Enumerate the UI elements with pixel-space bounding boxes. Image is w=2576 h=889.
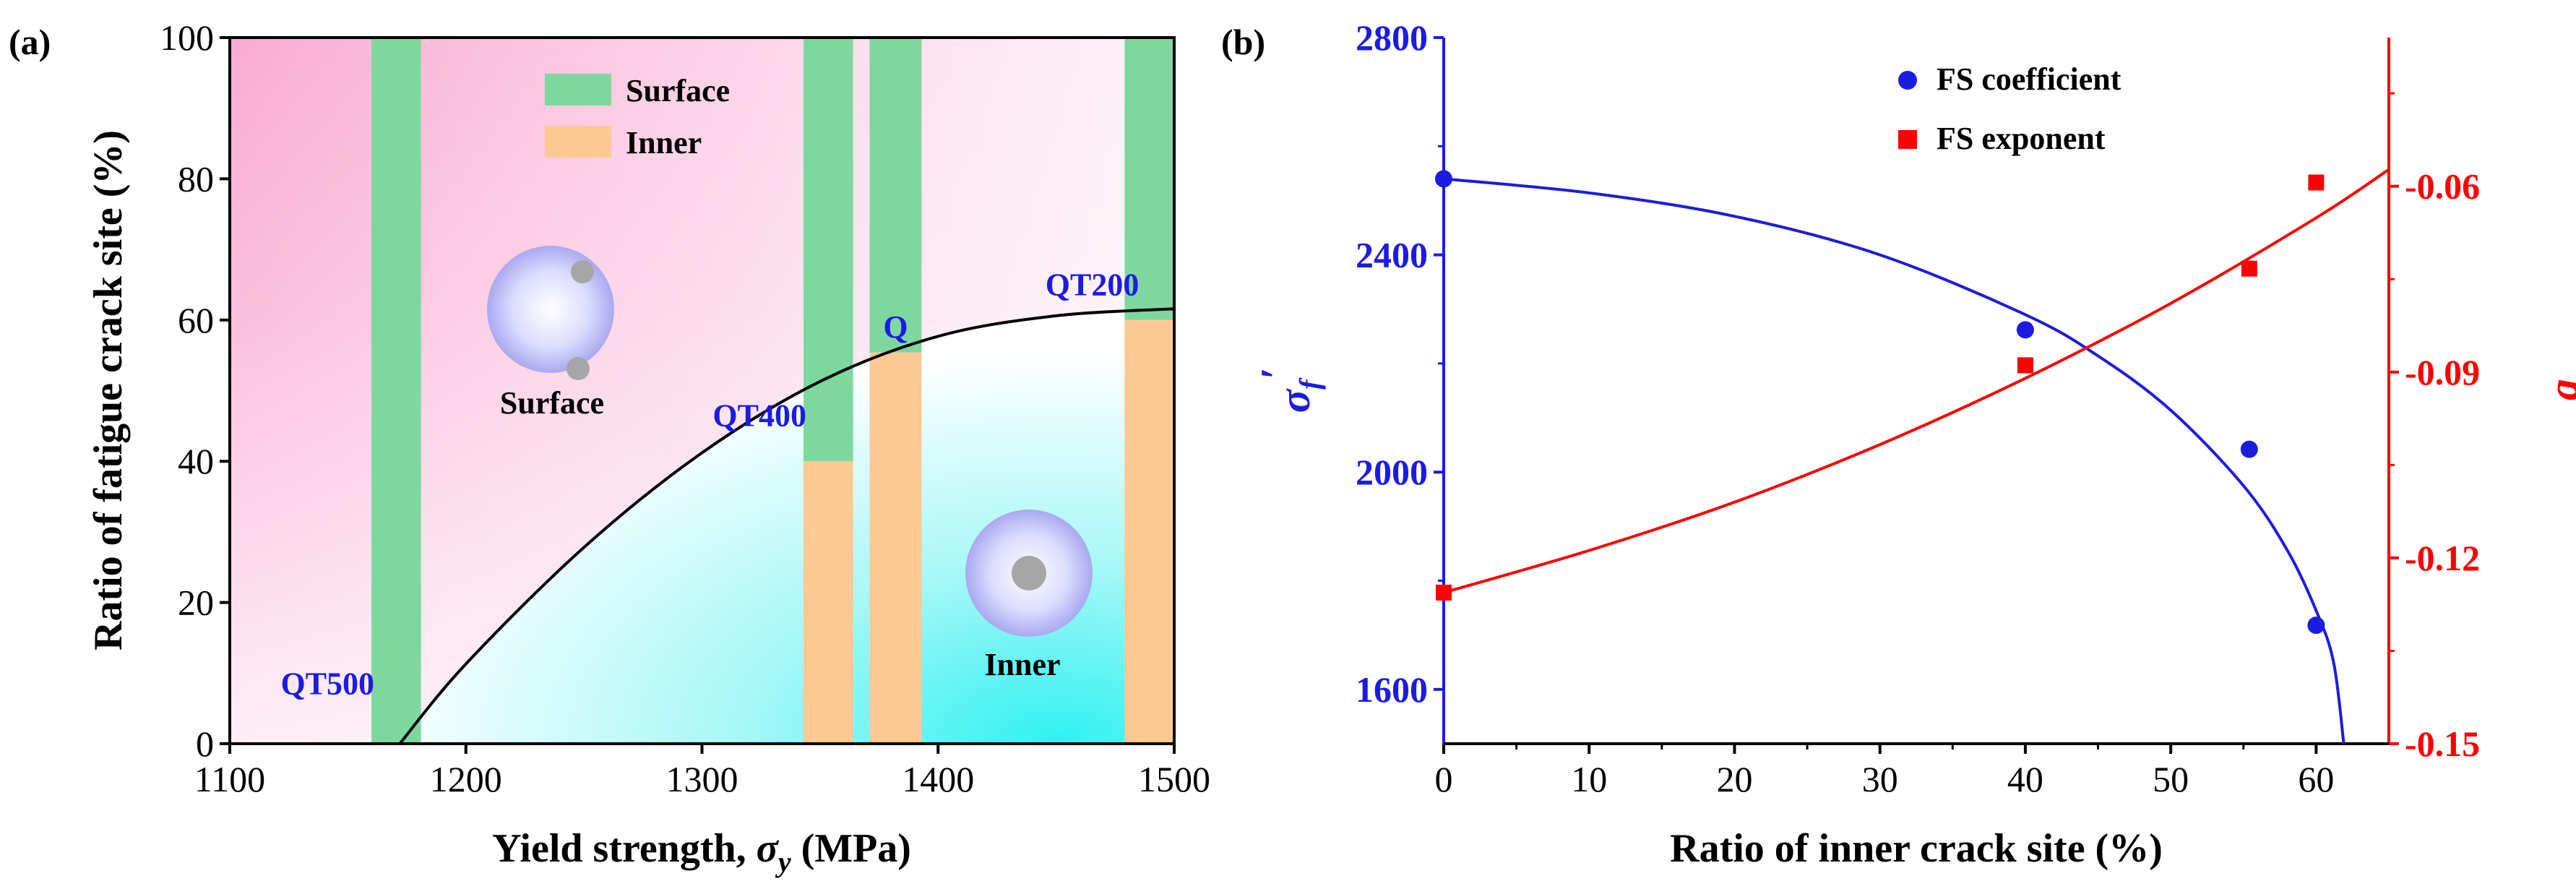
bar-labels: QT500 QT400 Q QT200 xyxy=(280,267,1139,702)
left-y-tick-label: 2800 xyxy=(1356,17,1428,58)
fs-exponent-point xyxy=(1436,584,1452,601)
x-tick-label: 1100 xyxy=(194,759,265,799)
legend-surface-label: Surface xyxy=(626,73,730,108)
bar-label-q: Q xyxy=(883,309,908,345)
fs-coefficient-fit-line xyxy=(1444,177,2345,744)
bar-qt200-surface xyxy=(1124,38,1174,320)
panel-b-legend: FS coefficient FS exponent xyxy=(1898,61,2121,156)
fs-exponent-fit-line xyxy=(1444,168,2389,594)
y-tick-label: 60 xyxy=(178,300,214,340)
panel-a-y-axis-label: Ratio of fatigue crack site (%) xyxy=(86,130,131,650)
inner-region-label: Inner xyxy=(984,647,1060,682)
panel-b-x-ticks: 0 10 20 30 40 50 60 xyxy=(1435,744,2334,799)
right-y-tick-label: -0.09 xyxy=(2405,352,2480,392)
panel-b-right-y-axis-label: b xyxy=(2549,379,2576,401)
left-y-tick-label: 1600 xyxy=(1356,669,1428,710)
surface-crack-illustration xyxy=(487,246,614,380)
bar-q-surface xyxy=(869,38,922,353)
legend-inner-swatch xyxy=(545,126,611,158)
fs-coefficient-point xyxy=(1435,170,1452,188)
fs-exponent-point xyxy=(2017,357,2033,374)
x-tick-label: 1300 xyxy=(666,759,738,799)
bar-label-qt500: QT500 xyxy=(280,666,374,702)
panel-b-x-axis-label: Ratio of inner crack site (%) xyxy=(1670,826,2163,871)
bar-qt200-inner xyxy=(1124,319,1174,744)
fs-exponent-point xyxy=(2241,260,2257,277)
x-tick-label: 50 xyxy=(2153,759,2189,799)
left-y-tick-label: 2400 xyxy=(1356,235,1428,275)
legend-surface-swatch xyxy=(545,74,611,106)
right-y-tick-label: -0.15 xyxy=(2405,723,2480,764)
y-tick-label: 80 xyxy=(178,158,214,199)
fs-coefficient-point xyxy=(2016,321,2034,339)
legend-fs-coefficient-label: FS coefficient xyxy=(1937,61,2121,97)
x-tick-label: 0 xyxy=(1435,759,1453,799)
surface-inner-boundary-curve xyxy=(398,307,1174,744)
crack-site-bars xyxy=(371,38,1174,744)
surface-region-label: Surface xyxy=(500,385,604,421)
panel-b-right-y-ticks: -0.06 -0.09 -0.12 -0.15 xyxy=(2389,92,2480,764)
panel-a-x-axis-label: Yield strength, σy (MPa) xyxy=(492,826,911,878)
fs-coefficient-point xyxy=(2307,617,2325,635)
bar-q-inner xyxy=(869,352,922,744)
inner-region-fill xyxy=(400,309,1174,744)
panel-b-left-y-axis-label: σf′ xyxy=(1252,368,1326,413)
right-y-tick-label: -0.12 xyxy=(2405,538,2480,578)
x-tick-label: 1500 xyxy=(1138,759,1210,799)
panel-b-data-points xyxy=(1435,170,2325,635)
legend-fs-coefficient-marker xyxy=(1898,71,1917,90)
surface-specimen-icon xyxy=(487,246,614,373)
panel-a-y-ticks: 0 20 40 60 80 100 xyxy=(160,17,230,764)
fs-exponent-point xyxy=(2308,174,2325,191)
panel-a-x-ticks: 1100 1200 1300 1400 1500 xyxy=(194,744,1210,799)
right-y-tick-label: -0.06 xyxy=(2405,166,2480,207)
panel-b-left-y-ticks: 1600 2000 2400 2800 xyxy=(1356,17,1444,710)
bar-label-qt400: QT400 xyxy=(712,398,806,433)
y-tick-label: 0 xyxy=(196,723,214,764)
x-tick-label: 40 xyxy=(2007,759,2043,799)
panel-a-legend: Surface Inner xyxy=(545,73,730,160)
legend-inner-label: Inner xyxy=(626,125,702,160)
x-tick-label: 60 xyxy=(2298,759,2334,799)
bar-qt500-surface xyxy=(371,38,421,744)
surface-defect-top-icon xyxy=(571,260,594,283)
x-tick-label: 1200 xyxy=(430,759,502,799)
legend-fs-exponent-label: FS exponent xyxy=(1937,121,2106,156)
panel-b-label: (b) xyxy=(1221,22,1265,62)
y-tick-label: 20 xyxy=(178,583,214,623)
x-tick-label: 20 xyxy=(1716,759,1752,799)
x-tick-label: 10 xyxy=(1571,759,1607,799)
bar-label-qt200: QT200 xyxy=(1046,267,1140,303)
x-tick-label: 1400 xyxy=(902,759,974,799)
legend-fs-exponent-marker xyxy=(1898,130,1917,149)
x-tick-label: 30 xyxy=(1862,759,1898,799)
y-tick-label: 40 xyxy=(178,441,214,481)
inner-crack-illustration xyxy=(965,510,1093,637)
panel-a: (a) Surface Inner Surface Inner QT500 QT4… xyxy=(9,17,1210,878)
surface-defect-bottom-icon xyxy=(567,357,590,380)
panel-a-label: (a) xyxy=(9,22,51,62)
bar-qt400-inner xyxy=(804,461,853,744)
y-tick-label: 100 xyxy=(160,17,214,58)
left-y-tick-label: 2000 xyxy=(1356,452,1428,492)
panel-b: (b) 0 10 20 30 40 50 60 1600 2000 2400 2800 -0.06… xyxy=(1221,17,2576,871)
inner-defect-icon xyxy=(1012,556,1046,590)
fs-coefficient-point xyxy=(2240,440,2258,458)
bar-qt400-surface xyxy=(804,38,853,462)
